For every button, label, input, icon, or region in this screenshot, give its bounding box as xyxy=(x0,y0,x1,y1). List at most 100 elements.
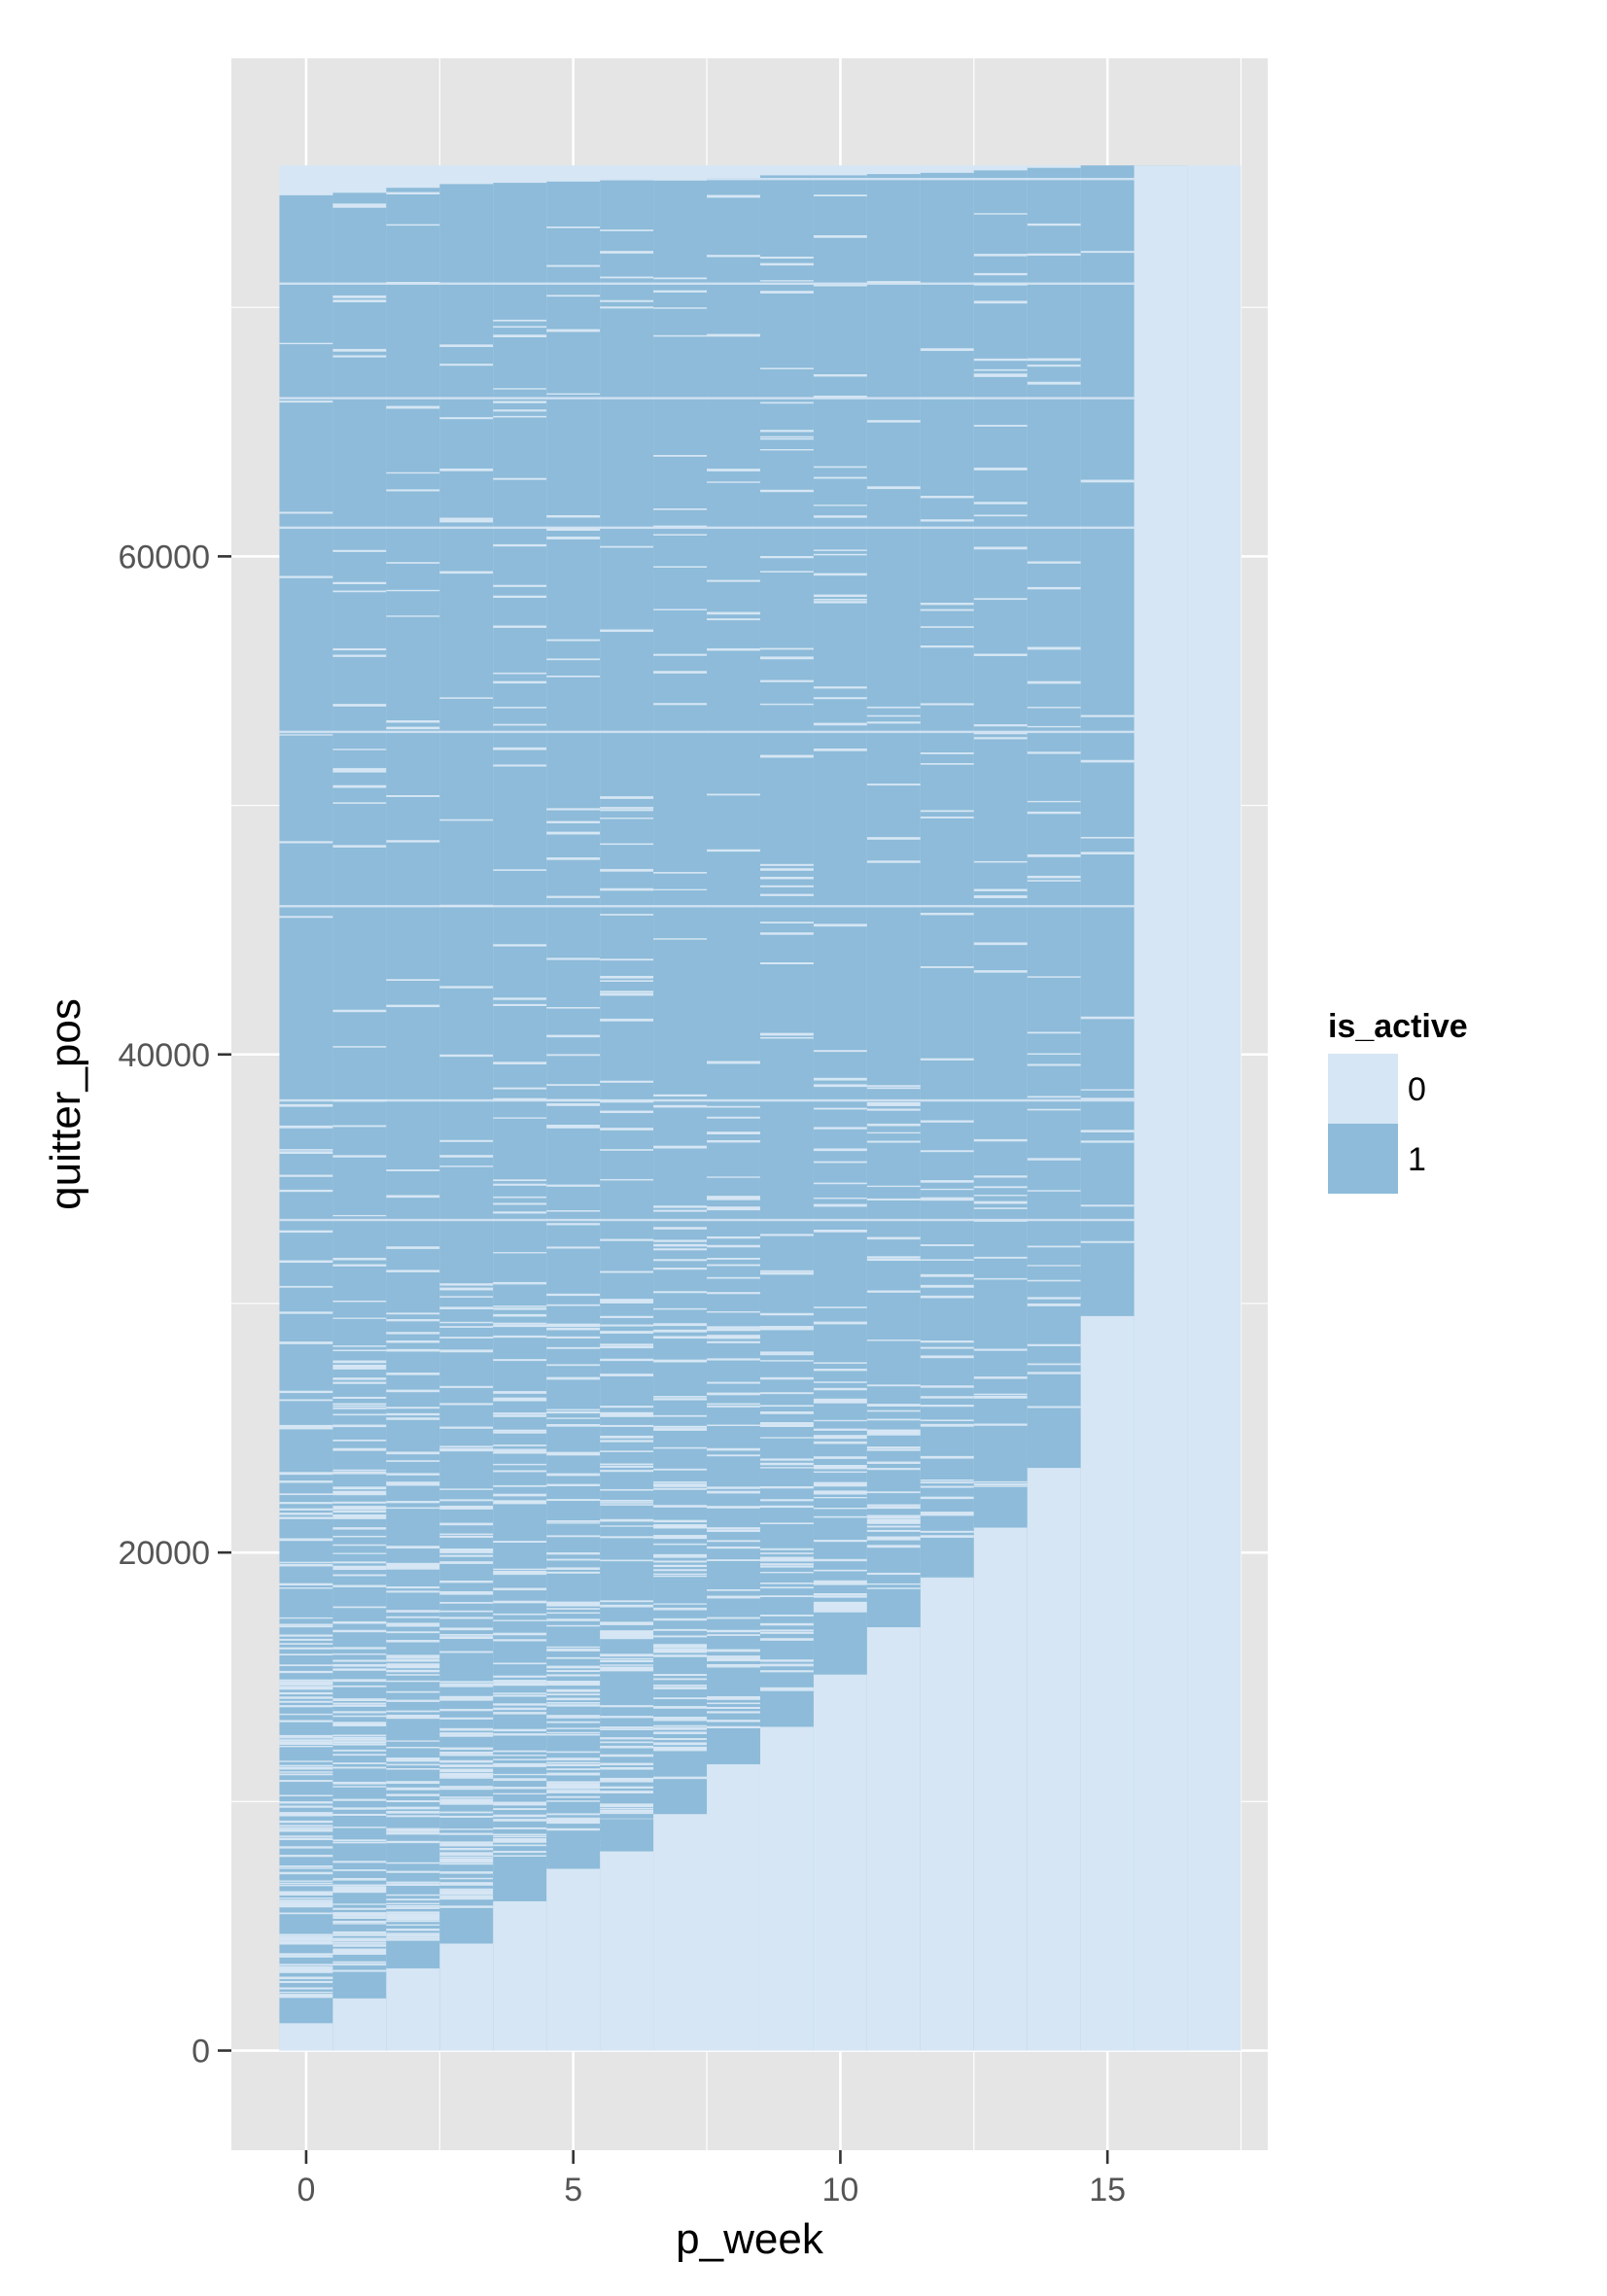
inactive-stripe xyxy=(332,1723,387,1727)
inactive-stripe xyxy=(707,1720,760,1722)
inactive-stripe xyxy=(332,1403,387,1406)
inactive-stripe xyxy=(973,1195,1028,1197)
inactive-stripe xyxy=(707,1328,760,1332)
inactive-stripe xyxy=(546,528,601,532)
quit-week-block-14 xyxy=(1027,1426,1081,1469)
inactive-stripe xyxy=(653,1094,708,1097)
inactive-stripe xyxy=(866,1101,921,1105)
inactive-stripe xyxy=(973,1395,1028,1399)
inactive-stripe xyxy=(493,1541,547,1544)
legend-label-1: 1 xyxy=(1408,1141,1426,1178)
inactive-stripe xyxy=(653,1481,708,1483)
inactive-stripe xyxy=(600,1331,654,1334)
inactive-stripe xyxy=(279,1634,333,1637)
inactive-stripe xyxy=(546,1558,601,1561)
inactive-stripe xyxy=(600,796,654,799)
inactive-stripe xyxy=(866,1572,921,1576)
inactive-stripe xyxy=(493,1183,547,1186)
inactive-stripe xyxy=(493,1061,547,1065)
inactive-stripe xyxy=(279,1686,333,1689)
inactive-region-week-13 xyxy=(973,1527,1028,2051)
inactive-stripe xyxy=(759,1687,814,1690)
inactive-stripe xyxy=(653,1776,708,1780)
inactive-stripe xyxy=(1027,1265,1081,1267)
inactive-stripe xyxy=(813,1230,867,1233)
inactive-stripe xyxy=(813,1608,867,1611)
inactive-stripe xyxy=(759,1353,814,1356)
inactive-stripe xyxy=(546,1785,601,1789)
inactive-stripe xyxy=(600,1777,654,1781)
inactive-stripe xyxy=(332,1702,387,1705)
inactive-stripe xyxy=(332,1698,387,1702)
inactive-stripe xyxy=(332,748,387,750)
inactive-stripe xyxy=(332,704,387,707)
inactive-stripe xyxy=(439,1788,494,1791)
inactive-stripe xyxy=(866,1418,921,1421)
inactive-stripe xyxy=(332,1501,387,1504)
inactive-stripe xyxy=(759,257,814,260)
inactive-streak xyxy=(279,397,1135,400)
inactive-stripe xyxy=(813,1558,867,1562)
inactive-stripe xyxy=(332,1952,387,1955)
inactive-stripe xyxy=(493,1684,547,1687)
inactive-stripe xyxy=(279,1743,333,1746)
inactive-stripe xyxy=(600,1128,654,1131)
inactive-stripe xyxy=(279,1424,333,1428)
inactive-stripe xyxy=(332,1486,387,1490)
inactive-stripe xyxy=(279,1825,333,1826)
inactive-stripe xyxy=(439,1306,494,1309)
inactive-stripe xyxy=(332,1663,387,1667)
inactive-stripe xyxy=(386,1656,440,1659)
inactive-stripe xyxy=(493,1733,547,1736)
inactive-stripe xyxy=(386,1586,440,1589)
inactive-stripe xyxy=(546,895,601,898)
quit-week-block-9 xyxy=(759,1690,814,1727)
inactive-stripe xyxy=(653,1646,708,1649)
inactive-stripe xyxy=(279,1901,333,1905)
inactive-stripe xyxy=(973,468,1028,470)
inactive-stripe xyxy=(759,1467,814,1469)
inactive-stripe xyxy=(973,1483,1028,1485)
inactive-stripe xyxy=(707,1208,760,1211)
inactive-stripe xyxy=(866,1504,921,1507)
inactive-stripe xyxy=(279,1935,333,1938)
inactive-stripe xyxy=(546,1184,601,1187)
inactive-stripe xyxy=(1080,714,1135,717)
inactive-stripe xyxy=(653,566,708,568)
inactive-stripe xyxy=(332,1969,387,1972)
inactive-stripe xyxy=(600,1411,654,1415)
inactive-stripe xyxy=(973,1485,1028,1487)
inactive-stripe xyxy=(546,1410,601,1414)
inactive-stripe xyxy=(813,1604,867,1607)
inactive-stripe xyxy=(759,1270,814,1272)
inactive-stripe xyxy=(1027,381,1081,385)
inactive-stripe xyxy=(813,1321,867,1325)
inactive-stripe xyxy=(866,1538,921,1541)
inactive-stripe xyxy=(813,549,867,551)
inactive-stripe xyxy=(707,1358,760,1361)
inactive-stripe xyxy=(386,1407,440,1409)
inactive-stripe xyxy=(279,1705,333,1708)
inactive-stripe xyxy=(546,1473,601,1477)
quit-week-block-3 xyxy=(439,1914,494,1944)
inactive-stripe xyxy=(546,1697,601,1701)
inactive-stripe xyxy=(386,1715,440,1718)
inactive-stripe xyxy=(813,1437,867,1440)
quit-week-block-6 xyxy=(600,1819,654,1852)
inactive-stripe xyxy=(546,393,601,395)
inactive-stripe xyxy=(1080,1204,1135,1207)
inactive-stripe xyxy=(332,1950,387,1953)
inactive-stripe xyxy=(707,1617,760,1619)
inactive-stripe xyxy=(546,537,601,539)
inactive-stripe xyxy=(439,1283,494,1286)
inactive-stripe xyxy=(439,1861,494,1863)
inactive-stripe xyxy=(279,1679,333,1682)
inactive-stripe xyxy=(439,1447,494,1451)
inactive-stripe xyxy=(813,1362,867,1364)
inactive-stripe xyxy=(759,1629,814,1632)
inactive-stripe xyxy=(653,1685,708,1687)
inactive-stripe xyxy=(546,1800,601,1802)
inactive-stripe xyxy=(600,299,654,302)
inactive-stripe xyxy=(439,1636,494,1640)
inactive-stripe xyxy=(439,1403,494,1406)
